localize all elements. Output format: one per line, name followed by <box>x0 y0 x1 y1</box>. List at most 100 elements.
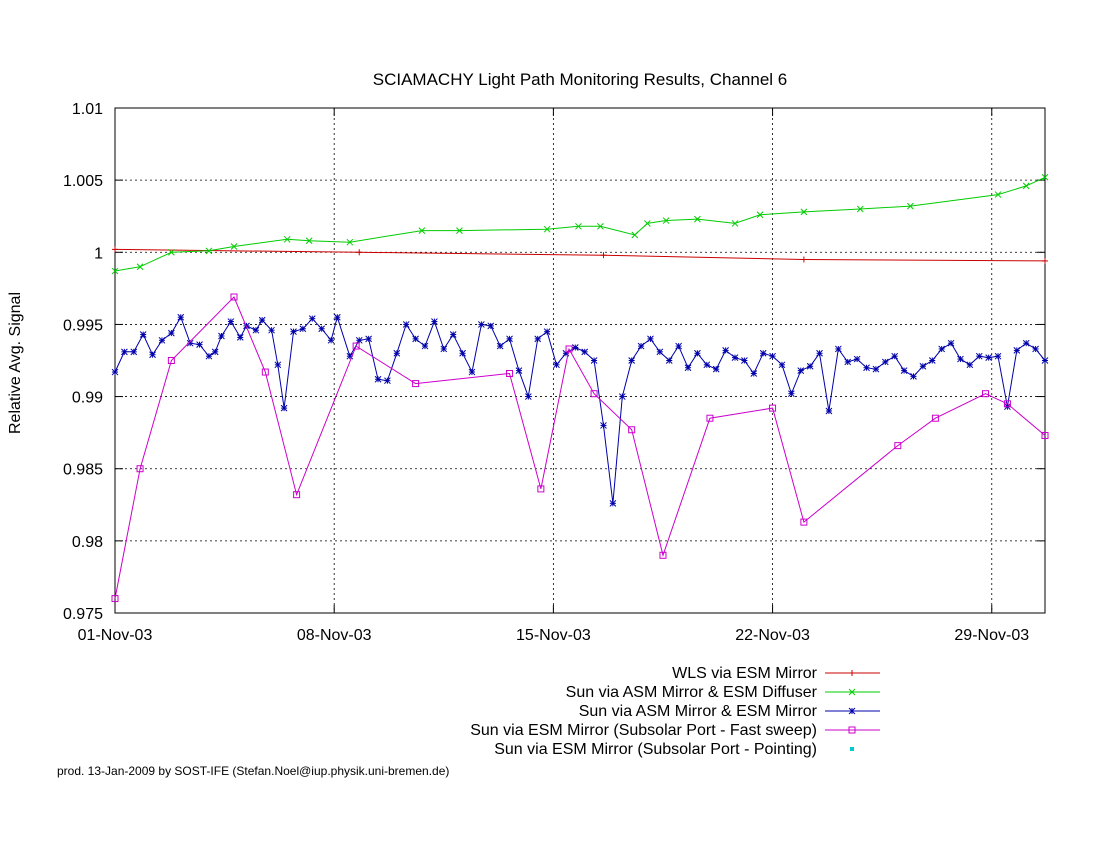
data-point <box>112 246 118 253</box>
data-point <box>211 348 219 356</box>
data-point <box>196 341 203 348</box>
marker-stroke <box>456 227 463 234</box>
data-point <box>741 357 748 364</box>
marker-stroke <box>731 354 739 361</box>
marker-stroke <box>227 318 235 325</box>
data-point <box>694 215 701 223</box>
data-point <box>906 202 914 210</box>
data-point <box>750 370 758 377</box>
data-point <box>130 348 138 356</box>
data-point <box>600 422 607 429</box>
x-tick-label: 22-Nov-03 <box>735 627 810 644</box>
marker-stroke <box>431 318 438 325</box>
marker-stroke <box>966 361 974 369</box>
marker-stroke <box>628 357 636 364</box>
data-point <box>872 365 880 373</box>
marker-stroke <box>756 211 764 219</box>
marker-stroke <box>703 361 711 369</box>
data-point <box>675 342 682 350</box>
data-point <box>261 368 269 376</box>
data-point <box>957 355 964 363</box>
data-point <box>440 345 448 353</box>
marker-stroke <box>111 267 119 275</box>
marker-stroke <box>788 390 795 398</box>
y-tick-label: 1.01 <box>72 101 103 118</box>
data-point <box>665 357 673 364</box>
y-tick-label: 0.99 <box>72 390 103 407</box>
marker-stroke <box>384 377 391 385</box>
data-point <box>800 518 808 526</box>
y-axis-label: Relative Avg. Signal <box>7 292 24 434</box>
marker-stroke <box>750 370 758 377</box>
marker-stroke <box>333 313 341 321</box>
marker-stroke <box>252 326 260 334</box>
marker-stroke <box>139 331 147 338</box>
data-point <box>919 362 927 370</box>
data-point <box>722 347 729 354</box>
data-point <box>947 339 955 347</box>
marker-stroke <box>863 364 870 372</box>
data-point <box>1022 339 1030 347</box>
data-point <box>333 313 341 321</box>
data-point <box>806 362 814 370</box>
marker-stroke <box>230 243 238 250</box>
data-point <box>881 358 889 366</box>
data-point <box>618 393 626 400</box>
plot-area: 0.975 0.98 0.985 0.99 0.995 1 1.005 1.01 01-Nov-… <box>63 101 1049 644</box>
marker-stroke <box>283 235 291 243</box>
data-point <box>506 335 513 343</box>
marker-stroke <box>130 348 138 356</box>
marker-stroke <box>848 688 856 696</box>
marker-stroke <box>631 231 639 239</box>
data-point <box>496 342 504 350</box>
data-point <box>706 414 714 422</box>
data-point <box>230 243 238 250</box>
data-point <box>816 349 823 357</box>
legend-label: Sun via ESM Mirror (Subsolar Port - Poin… <box>494 741 817 758</box>
marker-stroke <box>534 335 542 343</box>
x-tick-label: 08-Nov-03 <box>297 627 372 644</box>
marker-stroke <box>515 367 523 374</box>
data-point <box>834 345 842 353</box>
marker-stroke <box>816 349 823 357</box>
data-point <box>571 344 579 351</box>
data-point <box>478 321 485 328</box>
y-tick-label: 0.98 <box>72 534 103 551</box>
data-point <box>384 377 391 385</box>
data-point <box>258 316 266 324</box>
data-point <box>308 315 316 323</box>
marker-stroke <box>459 349 466 357</box>
data-point <box>139 331 147 338</box>
marker-stroke <box>111 368 119 376</box>
data-point <box>1041 357 1049 364</box>
marker-stroke <box>305 237 313 245</box>
data-point <box>236 334 244 341</box>
marker-stroke <box>468 368 476 376</box>
legend-label: Sun via ESM Mirror (Subsolar Port - Fast… <box>470 722 817 739</box>
data-point <box>982 390 990 398</box>
marker-stroke <box>694 349 701 357</box>
data-point <box>1041 173 1049 181</box>
data-point <box>418 227 426 234</box>
data-point <box>756 211 764 219</box>
marker-stroke <box>268 326 275 334</box>
series-line <box>114 248 1046 262</box>
data-point <box>421 342 429 350</box>
data-point <box>346 352 354 360</box>
marker-stroke <box>600 422 607 429</box>
marker-stroke <box>290 328 297 335</box>
marker-stroke <box>665 357 673 364</box>
marker-stroke <box>218 332 225 340</box>
data-point <box>643 220 651 227</box>
marker-stroke <box>900 367 908 374</box>
data-point <box>402 321 410 328</box>
data-point <box>1041 432 1049 440</box>
y-tick-label: 0.975 <box>63 606 103 623</box>
data-point <box>524 393 532 400</box>
data-point <box>575 222 582 230</box>
marker-stroke <box>346 352 354 360</box>
marker-stroke <box>848 707 856 715</box>
marker-stroke <box>609 499 617 507</box>
data-point <box>299 325 307 333</box>
data-point <box>1022 182 1030 190</box>
